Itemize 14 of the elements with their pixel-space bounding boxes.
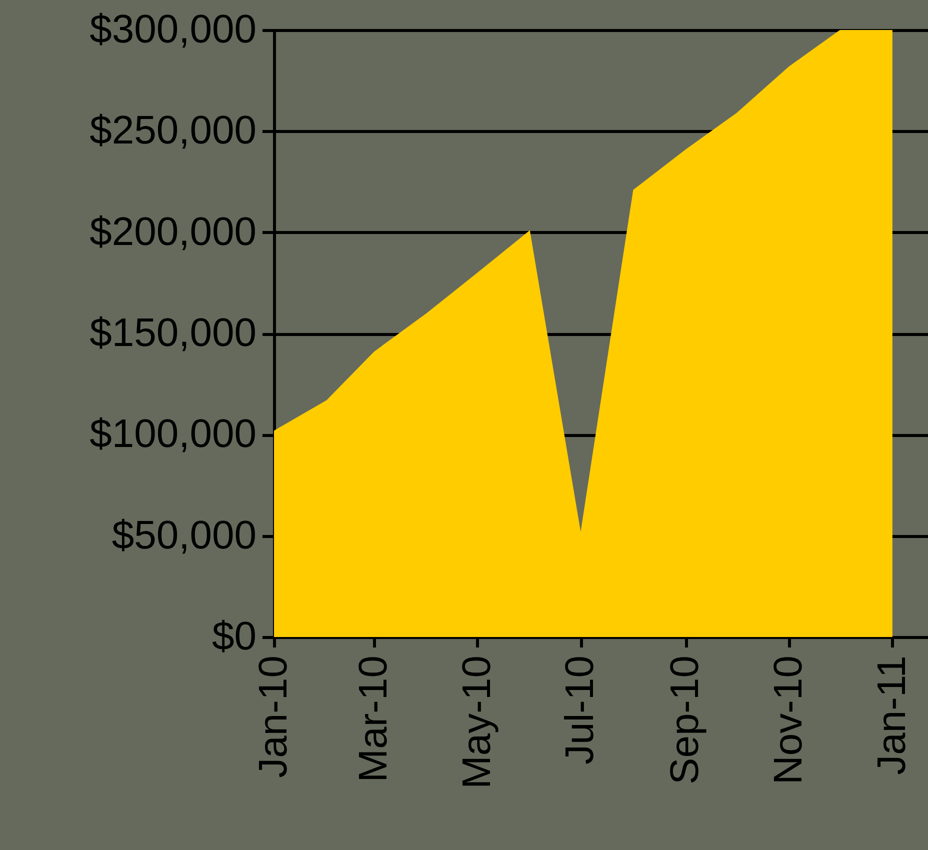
x-tick-label: May-10 [454, 656, 499, 789]
y-tick-label: $300,000 [90, 8, 256, 52]
x-tick-label: Jul-10 [558, 656, 602, 764]
y-tick-label: $150,000 [90, 311, 256, 355]
y-tick-label: $200,000 [90, 210, 256, 254]
x-tick-label: Mar-10 [351, 656, 396, 782]
x-tick-label: Nov-10 [766, 656, 811, 784]
x-tick-label: Jan-10 [252, 656, 296, 778]
y-tick-label: $250,000 [90, 108, 256, 153]
y-tick-label: $0 [212, 614, 256, 658]
y-tick-label: $100,000 [90, 412, 256, 456]
y-tick-label: $50,000 [112, 513, 256, 558]
x-tick-label: Jan-11 [870, 656, 914, 775]
x-tick-label: Sep-10 [663, 656, 708, 784]
